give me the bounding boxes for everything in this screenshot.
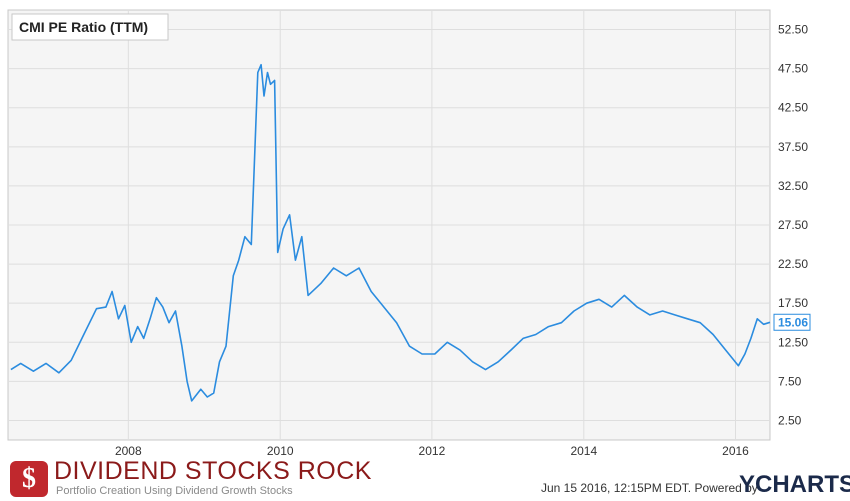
y-tick-label: 17.50 [778, 296, 808, 310]
brand-name: DIVIDEND STOCKS ROCK [54, 457, 372, 485]
y-tick-label: 27.50 [778, 218, 808, 232]
x-tick-label: 2008 [115, 444, 142, 455]
last-value-marker: 15.06 [773, 313, 811, 331]
y-tick-label: 12.50 [778, 335, 808, 349]
ycharts-logo: YCHARTS [739, 471, 850, 498]
chart-timestamp: Jun 15 2016, 12:15PM EDT. Powered by [541, 481, 758, 495]
y-tick-label: 7.50 [778, 374, 802, 388]
pe-ratio-series-line [10, 63, 771, 402]
pe-ratio-chart: 2008 2010 2012 2014 2016 52.50 47.50 42.50 37.5… [7, 9, 811, 455]
y-axis-ticks: 52.50 47.50 42.50 37.50 32.50 27.50 22.50 17.50… [778, 23, 808, 428]
chart-title: CMI PE Ratio (TTM) [19, 19, 148, 35]
powered-by: Powered by [694, 481, 758, 495]
last-value-label: 15.06 [778, 315, 808, 329]
y-tick-label: 52.50 [778, 23, 808, 37]
y-tick-label: 42.50 [778, 101, 808, 115]
y-tick-label: 2.50 [778, 413, 802, 427]
y-tick-label: 47.50 [778, 62, 808, 76]
grid-lines [8, 10, 770, 440]
y-tick-label: 37.50 [778, 140, 808, 154]
x-axis-ticks: 2008 2010 2012 2014 2016 [115, 444, 749, 455]
chart-title-box: CMI PE Ratio (TTM) [11, 13, 169, 41]
brand-tagline: Portfolio Creation Using Dividend Growth… [56, 485, 293, 497]
footer: $ DIVIDEND STOCKS ROCK Portfolio Creatio… [0, 455, 850, 501]
x-tick-label: 2010 [267, 444, 294, 455]
y-tick-label: 32.50 [778, 179, 808, 193]
x-tick-label: 2014 [570, 444, 597, 455]
x-tick-label: 2016 [722, 444, 749, 455]
y-tick-label: 22.50 [778, 257, 808, 271]
x-tick-label: 2012 [419, 444, 446, 455]
series-layer [10, 63, 771, 402]
dsr-logo-icon: $ [10, 461, 48, 497]
last-value-box [773, 313, 811, 331]
